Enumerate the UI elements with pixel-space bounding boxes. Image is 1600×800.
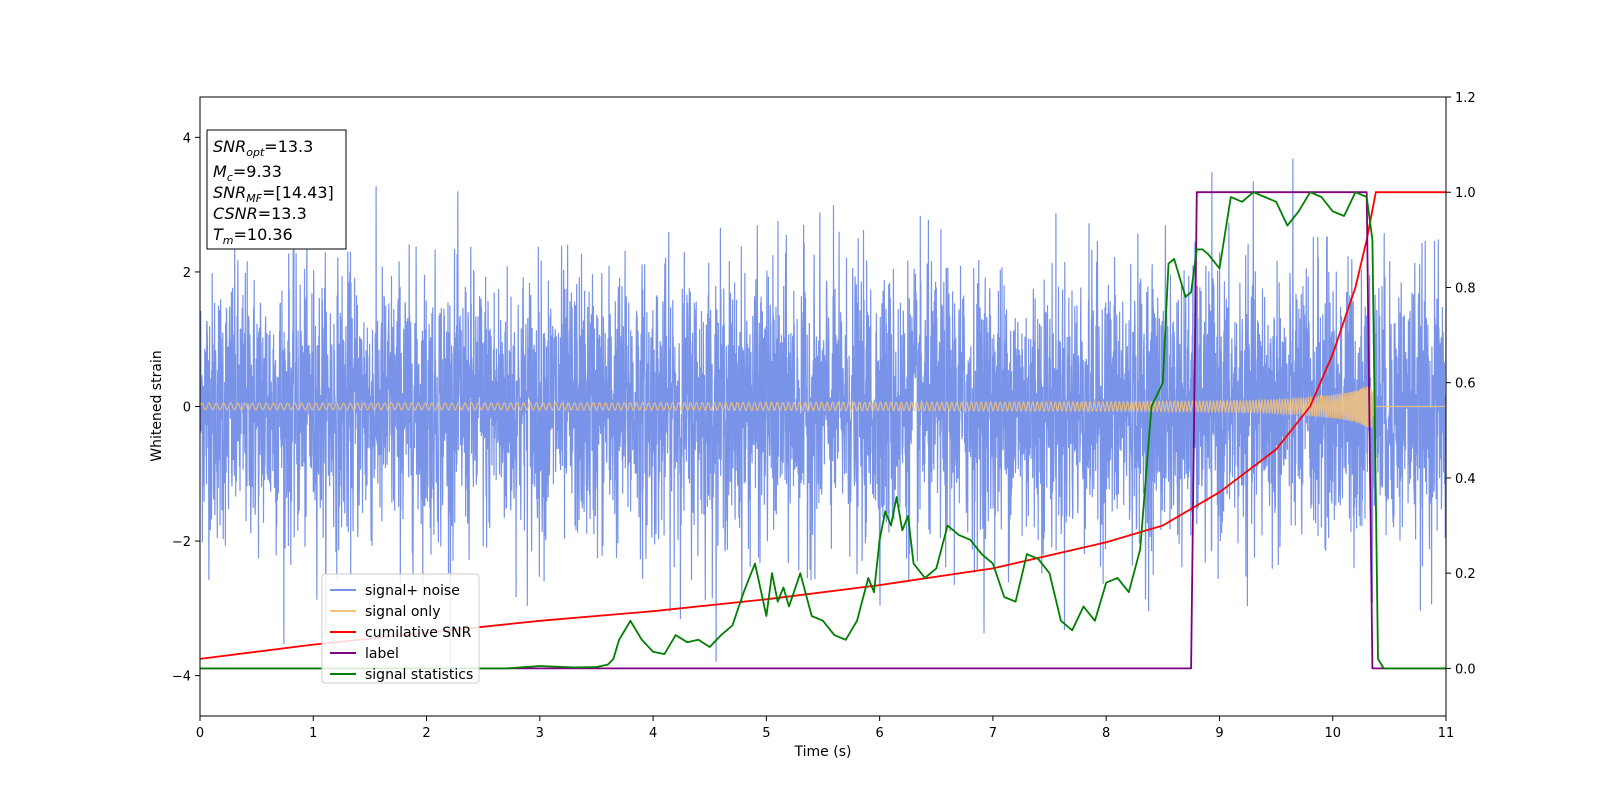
series-signal-noise [200, 158, 1446, 677]
y-tick-label: 0 [183, 401, 191, 416]
annotation-line: SNRopt=13.3 [213, 137, 313, 159]
y2-tick-label: 1.0 [1455, 186, 1476, 201]
x-tick-label: 9 [1215, 726, 1223, 741]
y2-tick-label: 0.4 [1455, 472, 1476, 487]
x-axis: 0 1 2 3 4 5 6 7 8 9 10 11 [196, 716, 1454, 741]
annotation-line: CSNR=13.3 [213, 204, 307, 223]
annotation-line: SNRMF=[14.43] [213, 183, 334, 205]
x-tick-label: 3 [536, 726, 544, 741]
y2-tick-label: 0.0 [1455, 662, 1476, 677]
x-tick-label: 1 [309, 726, 317, 741]
y-tick-label: −4 [172, 670, 191, 685]
legend-label: cumilative SNR [365, 625, 472, 641]
legend-label: label [365, 646, 399, 662]
y2-tick-label: 0.2 [1455, 567, 1476, 582]
y-axis-right: 1.2 1.0 0.8 0.6 0.4 0.2 0.0 [1446, 91, 1476, 677]
x-tick-label: 8 [1102, 726, 1110, 741]
x-tick-label: 2 [422, 726, 430, 741]
info-annotation-box: SNRopt=13.3 Mc=9.33SNRMF=[14.43]CSNR=13.3… [206, 129, 347, 250]
annotation-frame [206, 129, 347, 250]
series-signal-statistics [200, 191, 1446, 670]
y-tick-label: 2 [183, 266, 191, 281]
x-tick-label: 11 [1438, 726, 1455, 741]
legend-frame [321, 573, 480, 684]
y2-tick-label: 1.2 [1455, 91, 1476, 106]
x-tick-label: 7 [989, 726, 997, 741]
legend-label: signal only [365, 604, 440, 620]
y2-tick-label: 0.8 [1455, 281, 1476, 296]
legend-label: signal statistics [365, 667, 473, 683]
legend-label: signal+ noise [365, 583, 460, 599]
x-tick-label: 6 [875, 726, 883, 741]
y-axis-left: 4 2 0 −2 −4 [172, 131, 200, 685]
y-tick-label: 4 [183, 131, 191, 146]
plot-lines [200, 158, 1446, 677]
y-tick-label: −2 [172, 535, 191, 550]
annotation-line: Tm=10.36 [213, 225, 293, 247]
x-axis-label: Time (s) [794, 744, 852, 760]
x-tick-label: 4 [649, 726, 657, 741]
y2-tick-label: 0.6 [1455, 377, 1476, 392]
series-signal-only [200, 386, 1446, 428]
legend: signal+ noise signal only cumilative SNR la… [321, 573, 480, 684]
x-tick-label: 10 [1324, 726, 1341, 741]
annotation-line: Mc=9.33 [213, 162, 282, 184]
y-axis-label: Whitened strain [149, 350, 165, 461]
x-tick-label: 5 [762, 726, 770, 741]
x-tick-label: 0 [196, 726, 204, 741]
